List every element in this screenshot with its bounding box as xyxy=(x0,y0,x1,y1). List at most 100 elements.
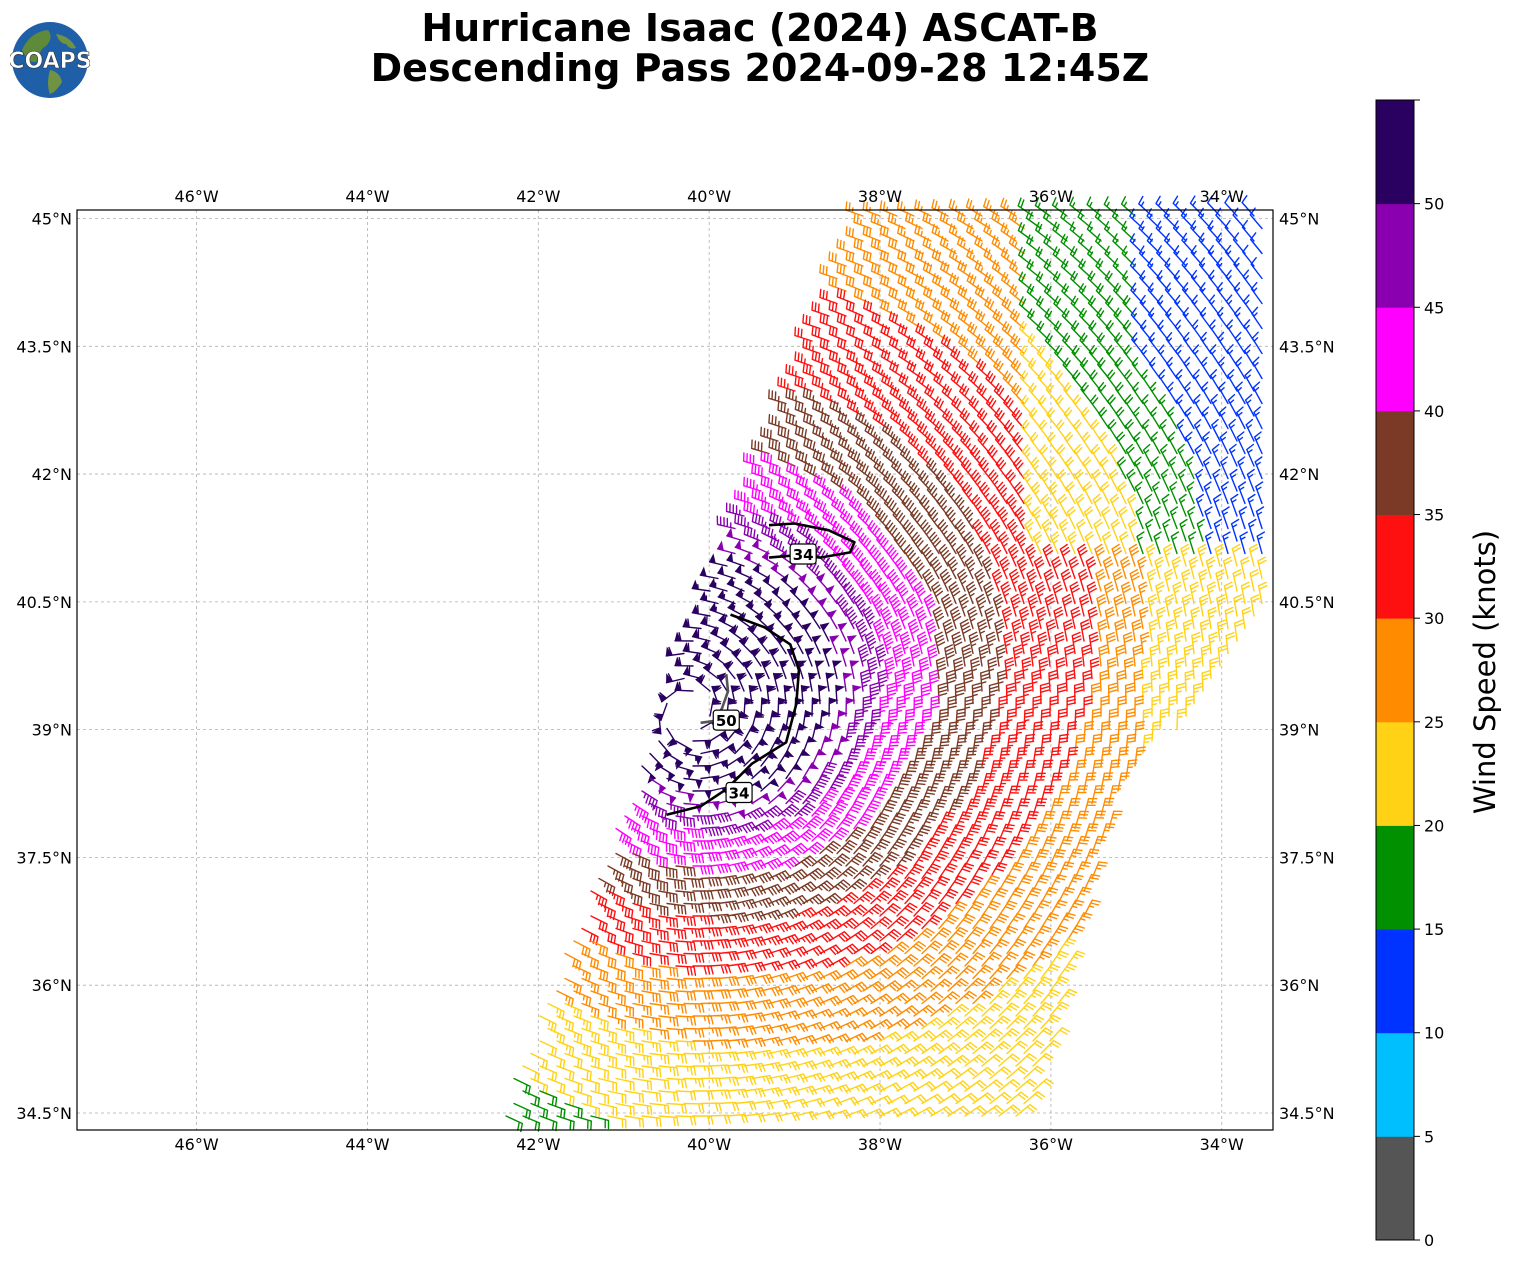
wind-barb xyxy=(905,261,923,280)
wind-barb xyxy=(1074,759,1087,780)
wind-barb xyxy=(896,747,911,767)
wind-barb xyxy=(853,968,876,980)
wind-barb xyxy=(768,1099,791,1109)
wind-barb xyxy=(964,1028,987,1042)
wind-barb xyxy=(926,482,940,505)
wind-barb xyxy=(811,634,822,655)
wind-barb xyxy=(581,1002,600,1019)
wind-barb xyxy=(1147,594,1158,617)
wind-barb xyxy=(1199,307,1212,330)
wind-barb xyxy=(1255,506,1265,530)
wind-barb xyxy=(976,383,991,405)
wind-barb xyxy=(1176,394,1187,417)
wind-barb xyxy=(855,410,872,430)
wind-barb xyxy=(581,952,600,970)
wind-barb xyxy=(964,721,976,742)
wind-barb xyxy=(1150,406,1161,430)
wind-barb xyxy=(879,1031,902,1042)
wind-barb xyxy=(1028,619,1039,642)
wind-barb xyxy=(1240,556,1250,580)
wind-barb xyxy=(819,788,839,805)
wind-barb xyxy=(734,1000,757,1011)
wind-barb xyxy=(855,618,868,642)
wind-barb xyxy=(785,789,807,805)
wind-barb xyxy=(933,396,949,417)
wind-barb xyxy=(1021,657,1032,680)
wind-barb xyxy=(828,1084,852,1094)
wind-barb xyxy=(1031,669,1041,692)
wind-barb xyxy=(862,1057,886,1067)
wind-barb xyxy=(896,695,906,717)
wind-barb xyxy=(940,285,957,305)
wind-barb xyxy=(887,915,909,930)
wind-barb xyxy=(1032,1001,1053,1017)
wind-barb xyxy=(879,928,902,942)
wind-barb xyxy=(700,775,720,786)
wind-barb xyxy=(726,1038,749,1048)
wind-barb xyxy=(811,1059,835,1069)
wind-barb xyxy=(955,990,977,1005)
wind-barb xyxy=(903,682,914,705)
wind-barb xyxy=(709,1039,732,1049)
wind-barb xyxy=(615,977,634,993)
wind-barb xyxy=(556,1040,575,1057)
wind-barb xyxy=(1195,493,1204,517)
wind-barb xyxy=(768,389,787,405)
wind-barb xyxy=(1017,197,1034,217)
wind-barb xyxy=(989,1091,1012,1105)
wind-barb xyxy=(598,1052,618,1068)
wind-barb xyxy=(692,990,714,1000)
wind-barb xyxy=(1249,207,1263,230)
wind-barb xyxy=(1014,669,1024,692)
wind-barb xyxy=(845,800,865,817)
wind-barb xyxy=(1075,493,1085,517)
wind-barb xyxy=(1220,481,1229,505)
wind-barb xyxy=(1254,456,1263,480)
wind-barb xyxy=(1040,887,1059,905)
wind-barb xyxy=(879,721,892,742)
wind-barb xyxy=(1105,631,1116,655)
wind-barb xyxy=(1134,746,1146,767)
wind-barb xyxy=(1168,456,1178,480)
wind-barb xyxy=(760,1112,783,1122)
wind-barb xyxy=(981,695,991,717)
wind-barb xyxy=(778,474,796,492)
wind-barb xyxy=(921,863,941,880)
wind-barb xyxy=(769,535,787,555)
wind-barb xyxy=(992,284,1008,305)
wind-barb xyxy=(564,952,582,971)
wind-barb xyxy=(1015,1104,1038,1117)
wind-barb xyxy=(887,569,900,592)
wind-barb xyxy=(913,747,928,767)
wind-barb xyxy=(1227,393,1238,417)
wind-barb xyxy=(1064,456,1076,480)
wind-barb xyxy=(1190,220,1204,242)
wind-barb xyxy=(777,723,792,742)
wind-barb xyxy=(785,894,809,906)
wind-barb xyxy=(745,599,762,617)
wind-barb xyxy=(1206,581,1217,605)
wind-barb xyxy=(979,506,991,530)
wind-barb xyxy=(1165,619,1176,642)
wind-barb xyxy=(1138,220,1153,242)
wind-barb xyxy=(590,940,609,958)
wind-barb xyxy=(845,956,868,967)
wind-barb xyxy=(1088,631,1099,655)
wind-barb xyxy=(1140,657,1151,680)
wind-barb xyxy=(708,553,728,567)
wind-barb xyxy=(852,684,863,705)
wind-barb xyxy=(1098,431,1110,455)
wind-barb xyxy=(847,422,864,442)
wind-barb xyxy=(922,261,940,280)
wind-barb xyxy=(1167,406,1178,430)
wind-barb xyxy=(1066,506,1076,530)
wind-barb xyxy=(960,457,974,480)
wind-barb xyxy=(872,409,889,430)
wind-barb xyxy=(700,638,719,655)
wind-barb xyxy=(1244,369,1255,392)
wind-barb xyxy=(615,827,632,847)
wind-barb xyxy=(1240,581,1251,605)
wind-barb xyxy=(1181,594,1192,617)
wind-barb xyxy=(641,840,660,857)
wind-barb xyxy=(882,446,898,467)
